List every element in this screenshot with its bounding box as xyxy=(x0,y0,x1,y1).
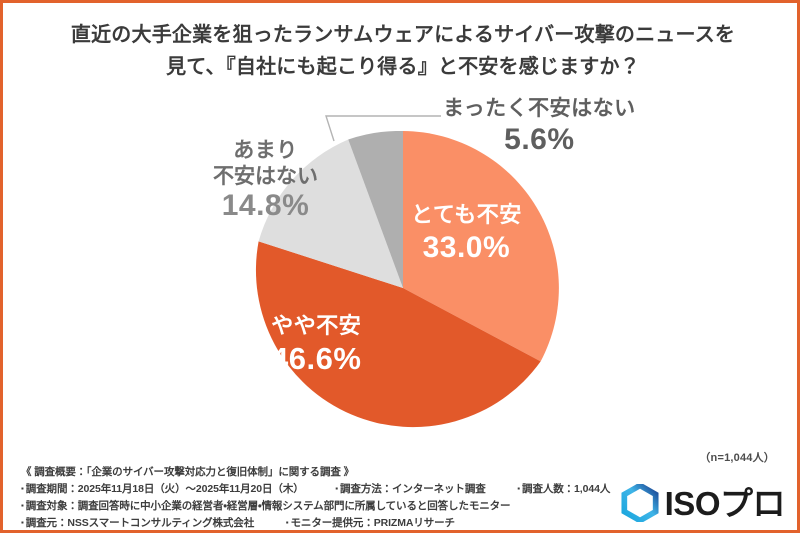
slice-label-none: まったく不安はない 5.6% xyxy=(443,97,636,156)
slice-label-some: やや不安 46.6% xyxy=(271,313,362,376)
slice-label-little-name-1: あまり xyxy=(233,139,298,162)
title-line-2: 見て、『自社にも起こり得る』と不安を感じますか？ xyxy=(166,56,640,79)
footer-target: 調査対象：調査回答時に中小企業の経営者・経営層・情報システム部門に所属していると… xyxy=(21,500,511,512)
slice-label-some-name: やや不安 xyxy=(271,313,362,338)
hexagon-icon xyxy=(621,484,659,522)
footer-row-overview: 《 調査概要：「企業のサイバー攻撃対応力と復旧体制」に関する調査 》 xyxy=(21,466,354,478)
pie-graphic xyxy=(246,131,560,445)
footer-row-target: 調査対象：調査回答時に中小企業の経営者・経営層・情報システム部門に所属していると… xyxy=(21,498,621,515)
slice-label-very-name: とても不安 xyxy=(411,202,522,227)
pie-slice-very xyxy=(403,131,559,362)
title-line-1: 直近の大手企業を狙ったランサムウェアによるサイバー攻撃のニュースを xyxy=(70,24,736,46)
slice-label-very: とても不安 33.0% xyxy=(411,202,522,264)
sample-size-note: （n=1,044人） xyxy=(699,452,775,464)
footer-source: 調査元：NSSスマートコンサルティング株式会社 xyxy=(21,517,254,529)
pie-slice-little xyxy=(258,139,403,288)
brand-name: ISOプロ xyxy=(664,484,786,522)
brand-logo[interactable]: ISOプロ xyxy=(621,484,786,522)
footer-row-period: 調査期間：2025年11月18日（火）〜2025年11月20日（木） 調査方法：… xyxy=(21,481,621,498)
pie-chart: とても不安 33.0% やや不安 46.6% あまり 不安はない 14.8% ま… xyxy=(3,97,797,458)
slice-label-none-pct: 5.6% xyxy=(504,122,575,156)
footer-method: 調査方法：インターネット調査 xyxy=(335,483,485,495)
slice-label-little-pct: 14.8% xyxy=(221,189,310,223)
slice-label-little: あまり 不安はない 14.8% xyxy=(213,139,318,223)
footer-monitor: モニター提供元：PRIZMAリサーチ xyxy=(286,517,455,529)
slice-label-little-name-2: 不安はない xyxy=(213,164,318,188)
slice-label-some-pct: 46.6% xyxy=(271,340,362,376)
footer-count: 調査人数：1,044人 xyxy=(517,483,610,495)
slice-label-none-name: まったく不安はない xyxy=(443,97,636,120)
survey-overview: 《 調査概要：「企業のサイバー攻撃対応力と復旧体制」に関する調査 》 調査期間：… xyxy=(21,464,621,530)
footer-period: 調査期間：2025年11月18日（火）〜2025年11月20日（木） xyxy=(21,483,304,495)
pie-slice-some xyxy=(255,241,541,428)
slice-label-very-pct: 33.0% xyxy=(422,230,511,264)
footer: 《 調査概要：「企業のサイバー攻撃対応力と復旧体制」に関する調査 》 調査期間：… xyxy=(3,458,797,530)
page-title: 直近の大手企業を狙ったランサムウェアによるサイバー攻撃のニュースを 見て、『自社… xyxy=(3,19,797,84)
pie-slice-none xyxy=(348,131,403,288)
footer-row-source: 調査元：NSSスマートコンサルティング株式会社 モニター提供元：PRIZMAリサ… xyxy=(21,515,621,530)
